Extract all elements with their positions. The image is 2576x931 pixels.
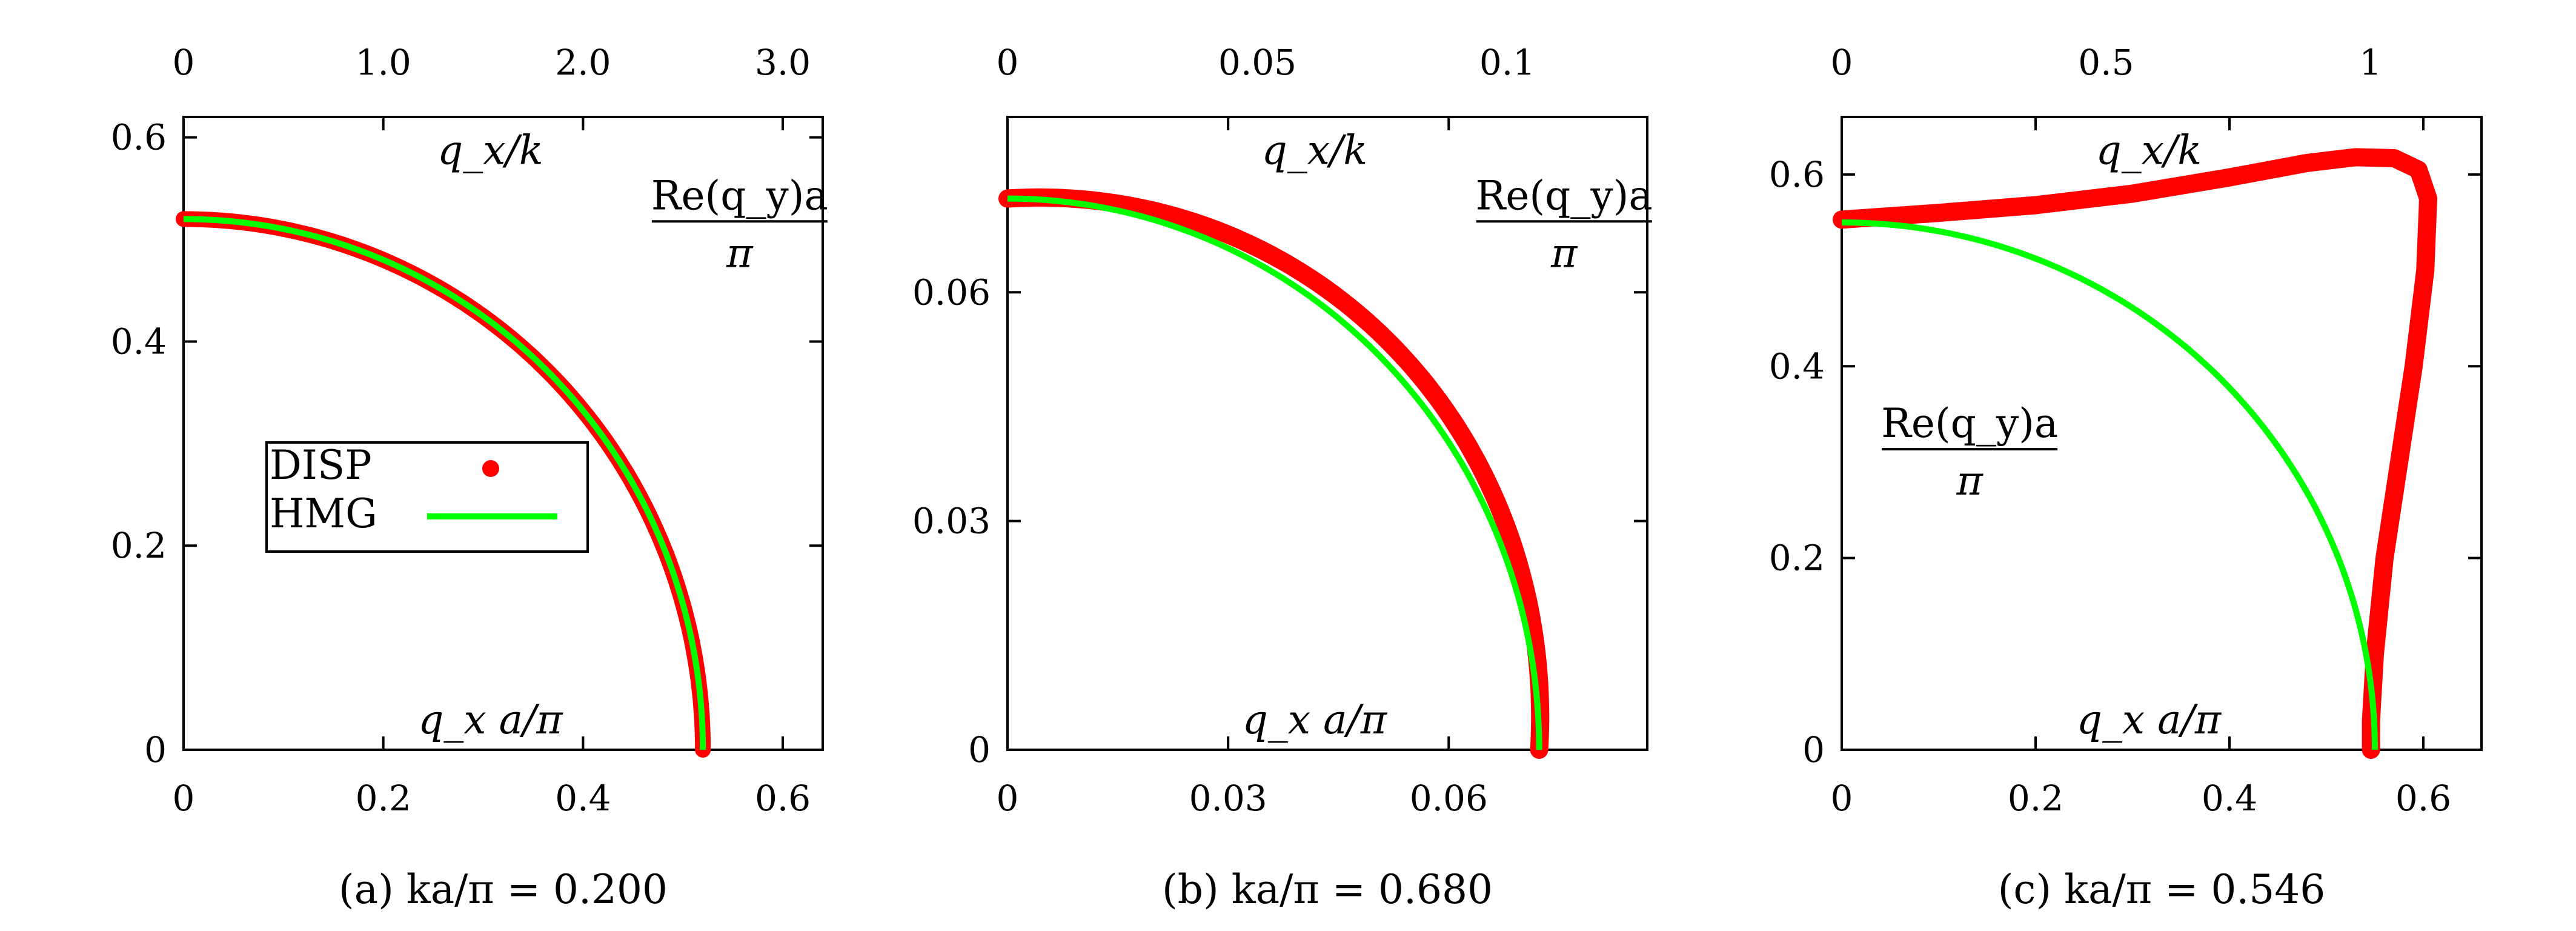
top-tick-label: 0 [1831, 42, 1853, 83]
bottom-axis-annotation: q_x a/π [2077, 696, 2222, 743]
plot-frame [182, 116, 824, 751]
y-label-denominator: π [1956, 458, 1984, 504]
x-tick-label: 0.6 [755, 778, 811, 819]
y-tick-label: 0 [968, 729, 991, 770]
panel-caption: (c) ka/π = 0.546 [1998, 866, 2326, 913]
top-tick-label: 3.0 [755, 42, 811, 83]
bottom-axis-annotation: q_x a/π [1243, 696, 1388, 743]
top-tick-label: 0 [173, 42, 195, 83]
legend-box [265, 441, 589, 553]
x-tick-label: 0.4 [2202, 778, 2257, 819]
top-tick-label: 0.05 [1218, 42, 1296, 83]
y-label-numerator: Re(q_y)a [1881, 400, 2058, 447]
x-tick-label: 0.06 [1410, 778, 1488, 819]
top-axis-annotation: q_x/k [1262, 127, 1368, 173]
series-disp-curve [998, 188, 1550, 759]
y-tick-label: 0.03 [912, 501, 991, 542]
x-tick-label: 0.2 [2008, 778, 2063, 819]
plot-frame [1006, 116, 1648, 751]
y-tick-label: 0 [144, 729, 167, 770]
y-tick-label: 0.2 [1769, 538, 1825, 579]
top-axis-annotation: q_x/k [437, 127, 543, 173]
y-tick-label: 0.2 [111, 525, 167, 566]
y-tick-label: 0 [1802, 729, 1825, 770]
panel-caption: (b) ka/π = 0.680 [1162, 866, 1493, 913]
plot-frame [1841, 116, 2483, 751]
series-hmg-curve [1007, 195, 1542, 750]
top-tick-label: 1 [2359, 42, 2382, 83]
y-label-numerator: Re(q_y)a [651, 172, 828, 219]
y-label-denominator: π [1550, 230, 1578, 276]
y-tick-label: 0.06 [912, 272, 991, 313]
series-hmg-curve [1841, 219, 2378, 750]
panel-b: 0 0.03 0.06 0 0.03 0.06 0 0.05 0.1 q_x/k q_x a/π Re… [912, 42, 1653, 913]
legend-label-hmg: HMG [270, 490, 377, 537]
legend-marker-disp [482, 460, 499, 477]
x-tick-label: 0.6 [2395, 778, 2451, 819]
x-tick-label: 0 [173, 778, 195, 819]
top-tick-label: 0.5 [2078, 42, 2134, 83]
top-tick-label: 0.1 [1479, 42, 1535, 83]
bottom-axis-annotation: q_x a/π [418, 696, 563, 743]
top-tick-label: 0 [997, 42, 1019, 83]
series-disp-curve [1833, 148, 2437, 759]
x-tick-label: 0.03 [1189, 778, 1267, 819]
y-label-numerator: Re(q_y)a [1476, 172, 1653, 219]
x-tick-label: 0.2 [356, 778, 411, 819]
top-axis-annotation: q_x/k [2096, 127, 2202, 173]
series-hmg-curve [183, 216, 706, 750]
y-tick-label: 0.6 [111, 117, 167, 158]
top-tick-label: 2.0 [555, 42, 611, 83]
top-tick-label: 1.0 [356, 42, 411, 83]
y-tick-label: 0.6 [1769, 154, 1825, 195]
x-tick-label: 0.4 [555, 778, 611, 819]
panel-c: 0 0.2 0.4 0.6 0 0.2 0.4 0.6 0 0.5 1 q_x/k q_x a/π Re(… [1769, 42, 2483, 913]
x-tick-label: 0 [997, 778, 1019, 819]
y-label-denominator: π [726, 230, 754, 276]
legend-label-disp: DISP [270, 442, 372, 489]
y-tick-label: 0.4 [1769, 345, 1825, 387]
panel-caption: (a) ka/π = 0.200 [339, 866, 668, 913]
panel-a: 0 0.2 0.4 0.600.20.40.60 1.0 2.0 3.0q_x/kq_x a… [111, 42, 828, 913]
x-tick-label: 0 [1831, 778, 1853, 819]
y-tick-label: 0.4 [111, 321, 167, 362]
